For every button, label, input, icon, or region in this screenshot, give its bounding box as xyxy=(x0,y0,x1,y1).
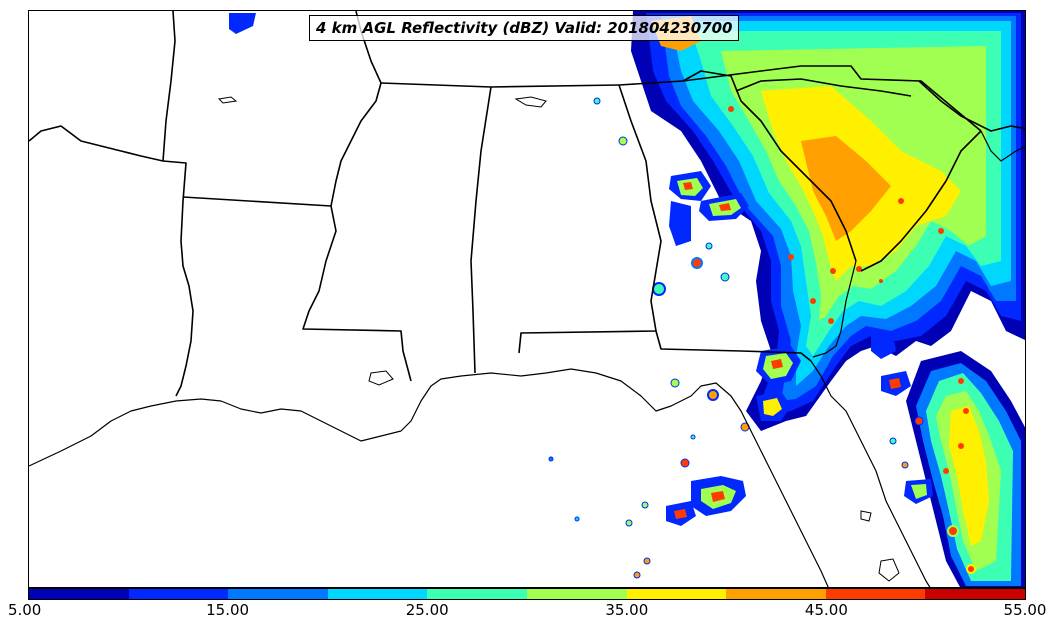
colorbar-segment xyxy=(726,589,826,599)
boundary-georgia-south-carolina xyxy=(682,70,857,262)
storm-cell xyxy=(788,254,794,260)
storm-cell xyxy=(856,266,862,272)
colorbar-segment xyxy=(925,589,1025,599)
storm-cell xyxy=(963,408,969,414)
colorbar-segment xyxy=(128,589,229,599)
storm-cell xyxy=(771,359,783,369)
boundary-alabama-georgia xyxy=(518,84,662,354)
boundary-georgia-florida xyxy=(655,330,812,362)
storm-cell xyxy=(947,525,959,537)
storm-cell xyxy=(683,182,693,190)
storm-cell xyxy=(574,516,580,522)
colorbar-segment xyxy=(825,589,926,599)
storm-cell xyxy=(670,378,680,388)
storm-cell xyxy=(828,318,834,324)
storm-cell xyxy=(938,228,944,234)
storm-cell xyxy=(691,257,703,269)
storm-cell xyxy=(830,268,836,274)
colorbar-tick-label: 25.00 xyxy=(405,601,449,619)
storm-cell xyxy=(810,298,816,304)
storm-cell xyxy=(719,203,731,211)
storm-cell xyxy=(652,282,666,296)
boundary-oklahoma-texas xyxy=(29,125,164,162)
storm-cell xyxy=(966,564,976,574)
colorbar-segment xyxy=(626,589,727,599)
map-title: 4 km AGL Reflectivity (dBZ) Valid: 20180… xyxy=(309,15,740,41)
colorbar xyxy=(28,588,1026,600)
water-features xyxy=(217,96,900,582)
boundary-north-carolina xyxy=(618,65,982,132)
colorbar-tick-label: 45.00 xyxy=(804,601,848,619)
colorbar-segment xyxy=(526,589,627,599)
storm-cell xyxy=(889,437,897,445)
reflectivity-map xyxy=(29,11,1025,587)
storm-cell xyxy=(707,389,719,401)
storm-cell xyxy=(914,416,924,426)
storm-cell xyxy=(889,378,901,389)
storm-cell xyxy=(763,398,782,416)
storm-cell xyxy=(690,434,696,440)
colorbar-tick-label: 55.00 xyxy=(1003,601,1047,619)
boundary-south-carolina xyxy=(735,78,912,97)
storm-cell xyxy=(958,443,964,449)
storm-cell xyxy=(625,519,633,527)
colorbar-tick-label: 35.00 xyxy=(605,601,649,619)
precipitation-field xyxy=(229,11,1025,587)
storm-cell xyxy=(229,13,256,34)
storm-cell xyxy=(643,557,651,565)
storm-cell xyxy=(871,333,896,359)
storm-cell xyxy=(618,136,628,146)
storm-cell xyxy=(680,458,690,468)
colorbar-tick-label: 15.00 xyxy=(206,601,250,619)
storm-cell xyxy=(879,279,883,283)
storm-cell xyxy=(901,461,909,469)
reflectivity-band-35c xyxy=(949,406,989,546)
storm-cell xyxy=(943,468,949,474)
colorbar-tick-label: 5.00 xyxy=(7,601,42,619)
state-boundaries xyxy=(29,11,1025,397)
storm-cell xyxy=(911,484,927,499)
colorbar-segment xyxy=(327,589,428,599)
storm-cell xyxy=(728,106,734,112)
colorbar-segment xyxy=(427,589,527,599)
boundary-mississippi-alabama xyxy=(380,82,492,374)
boundary-nc-coast xyxy=(860,130,982,272)
storm-cell xyxy=(669,201,691,246)
boundary-virginia xyxy=(918,80,1025,132)
storm-cell xyxy=(593,97,601,105)
storm-cell xyxy=(548,456,554,462)
boundary-mississippi-river xyxy=(302,11,412,382)
colorbar-segment xyxy=(29,589,129,599)
boundary-texas-louisiana xyxy=(162,11,194,397)
storm-cell xyxy=(674,509,687,519)
boundary-arkansas-louisiana xyxy=(182,196,332,207)
colorbar-segment xyxy=(228,589,328,599)
storm-cell xyxy=(711,491,725,502)
storm-cell xyxy=(898,198,904,204)
boundary-tennessee xyxy=(490,84,620,88)
coastline xyxy=(29,130,1025,587)
storm-cell xyxy=(641,501,649,509)
storm-cell xyxy=(633,571,641,579)
map-frame xyxy=(28,10,1026,588)
reflectivity-band-40 xyxy=(801,136,891,241)
storm-cell xyxy=(720,272,730,282)
storm-cell xyxy=(958,378,964,384)
storm-cell xyxy=(705,242,713,250)
